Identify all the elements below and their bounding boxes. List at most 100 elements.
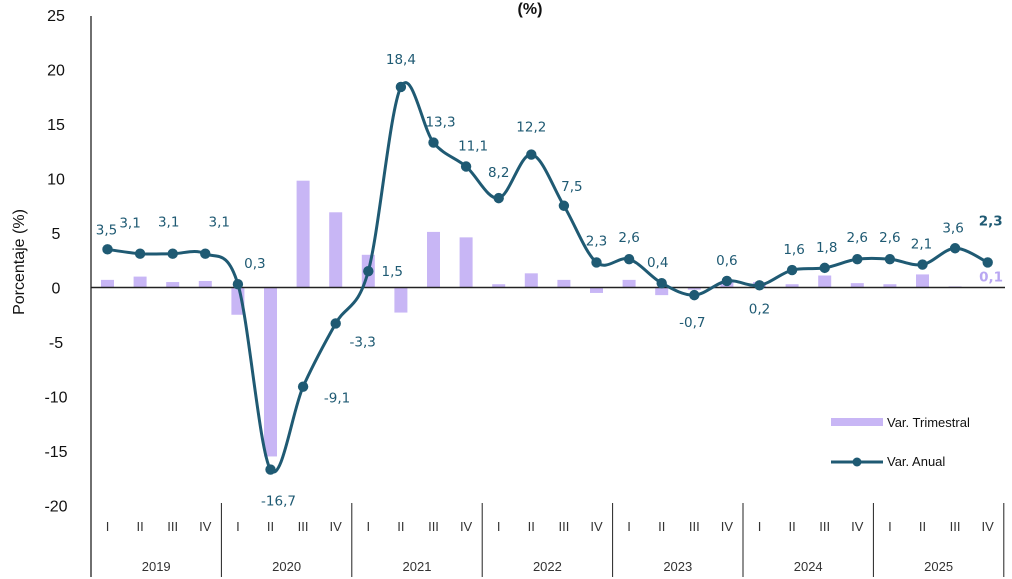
bar-var-trimestral xyxy=(101,279,114,288)
year-label: 2022 xyxy=(533,559,562,574)
year-label: 2019 xyxy=(142,559,171,574)
bar-var-trimestral xyxy=(655,287,669,296)
bar-var-trimestral xyxy=(492,284,506,288)
line-data-label: 2,6 xyxy=(618,230,639,246)
y-tick-label: 5 xyxy=(52,226,61,243)
bar-var-trimestral xyxy=(622,279,636,288)
data-labels: 3,5 3,1 3,1 3,10,3-16,7-9,1-3,31,518,413,31… xyxy=(96,52,1003,510)
quarter-label: II xyxy=(397,519,404,534)
line-data-label: 0,2 xyxy=(749,301,770,317)
bar-var-trimestral xyxy=(427,231,440,288)
line-data-label: 8,2 xyxy=(488,165,509,181)
quarter-label: III xyxy=(558,519,569,534)
y-tick-label: 25 xyxy=(47,8,65,25)
quarter-label: I xyxy=(758,519,762,534)
point-var-anual xyxy=(102,244,113,255)
bar-var-trimestral xyxy=(590,287,603,293)
point-var-anual xyxy=(428,137,439,148)
point-var-anual xyxy=(297,381,309,392)
y-tick-label: -15 xyxy=(44,444,67,461)
bar-series xyxy=(101,180,962,457)
quarter-label: I xyxy=(106,519,110,534)
quarter-label: IV xyxy=(851,519,864,534)
point-var-anual xyxy=(884,253,896,265)
bar-var-trimestral xyxy=(883,284,897,288)
bar-var-trimestral xyxy=(166,282,180,288)
point-var-anual xyxy=(134,248,146,259)
y-axis-label: Porcentaje (%) xyxy=(11,209,28,315)
line-data-label: 0,4 xyxy=(647,255,668,271)
line-data-label: 3,1 xyxy=(209,215,230,231)
quarter-label: I xyxy=(888,519,892,534)
point-var-anual xyxy=(395,81,407,93)
line-data-label: 3,6 xyxy=(942,220,963,236)
line-data-label: -0,7 xyxy=(679,315,705,331)
point-var-anual xyxy=(591,257,602,268)
legend: Var. Trimestral Var. Anual xyxy=(831,415,970,469)
line-data-label: 11,1 xyxy=(458,139,488,155)
line-data-label: 1,6 xyxy=(783,242,804,258)
line-data-label: -9,1 xyxy=(324,391,350,407)
quarter-label: II xyxy=(919,519,926,534)
line-data-label: 0,6 xyxy=(716,253,737,269)
quarter-label: III xyxy=(167,519,178,534)
point-var-anual xyxy=(949,243,961,254)
point-var-anual xyxy=(852,253,863,265)
quarter-label: II xyxy=(136,519,143,534)
line-data-label: 0,3 xyxy=(244,256,265,272)
y-tick-label: -10 xyxy=(44,390,67,407)
line-data-label: 2,3 xyxy=(586,233,607,249)
point-var-anual xyxy=(721,275,733,287)
quarter-label: IV xyxy=(199,519,212,534)
point-var-anual xyxy=(460,161,472,172)
line-data-label: 2,6 xyxy=(879,230,900,246)
line-data-label: 18,4 xyxy=(386,52,416,68)
bar-var-trimestral xyxy=(329,212,343,288)
quarter-label: II xyxy=(528,519,535,534)
bar-var-trimestral xyxy=(524,273,538,288)
quarter-label: I xyxy=(627,519,631,534)
legend-swatch-marker xyxy=(852,457,862,467)
line-data-label: 12,2 xyxy=(516,120,546,136)
point-var-anual xyxy=(558,200,570,211)
year-label: 2021 xyxy=(403,559,432,574)
y-tick-label: 10 xyxy=(47,172,65,189)
line-data-label: 2,1 xyxy=(911,237,932,253)
point-var-anual xyxy=(917,259,928,270)
point-var-anual xyxy=(526,149,537,160)
bar-var-trimestral xyxy=(459,237,473,288)
bar-var-trimestral xyxy=(818,275,832,288)
quarter-label: I xyxy=(236,519,240,534)
bar-var-trimestral xyxy=(198,280,212,288)
point-var-anual xyxy=(982,257,993,268)
point-var-anual xyxy=(689,289,700,301)
point-var-anual xyxy=(265,464,276,475)
year-label: 2024 xyxy=(794,559,823,574)
point-var-anual xyxy=(819,262,830,274)
y-tick-label: 0 xyxy=(52,281,61,298)
point-var-anual xyxy=(200,248,211,259)
line-data-label: 3,1 xyxy=(158,215,179,231)
quarter-label: I xyxy=(497,519,501,534)
bar-data-label: 0,1 xyxy=(979,270,1003,286)
legend-swatch-bar xyxy=(831,418,883,426)
legend-label: Var. Anual xyxy=(887,454,945,469)
bar-var-trimestral xyxy=(916,274,929,288)
quarter-label: III xyxy=(819,519,830,534)
y-tick-label: 20 xyxy=(47,63,65,80)
line-data-label: 3,1 xyxy=(119,216,140,232)
quarter-label: III xyxy=(428,519,439,534)
line-var-anual xyxy=(107,81,989,474)
quarter-label: III xyxy=(689,519,700,534)
bar-var-trimestral xyxy=(133,276,147,288)
point-var-anual xyxy=(232,279,244,290)
line-data-label: 3,5 xyxy=(96,222,117,238)
bar-var-trimestral xyxy=(785,284,799,288)
point-var-anual xyxy=(786,264,798,276)
line-data-label: 7,5 xyxy=(561,179,582,195)
line-data-label: -16,7 xyxy=(261,494,296,510)
line-data-label: 2,3 xyxy=(979,213,1003,229)
legend-label: Var. Trimestral xyxy=(887,415,970,430)
